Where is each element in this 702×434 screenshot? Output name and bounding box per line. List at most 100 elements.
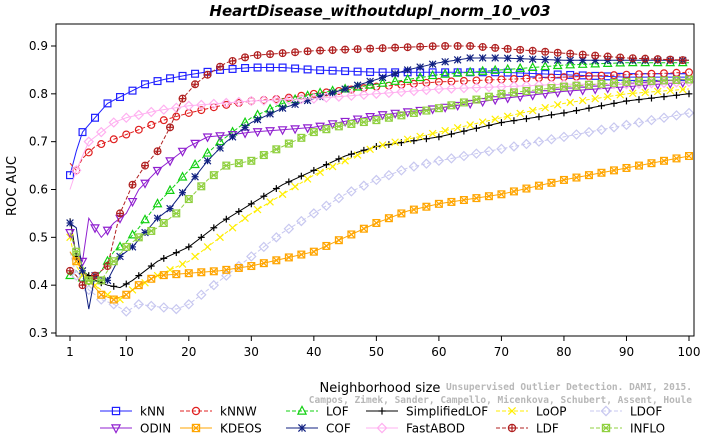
series-point-ldf (653, 55, 662, 64)
series-point-inflo (484, 92, 493, 101)
x-tick-label: 100 (678, 345, 701, 359)
series-point-knn (65, 171, 74, 180)
series-point-kdeos (422, 202, 431, 211)
series-point-ldof (346, 186, 357, 197)
series-point-knnw (159, 116, 168, 125)
series-point-inflo (322, 125, 331, 134)
series-point-loop (191, 252, 199, 261)
series-point-knn (516, 69, 525, 78)
series-point-simplifiedlof (410, 137, 418, 145)
legend-label: LDOF (630, 405, 662, 419)
series-point-odin (440, 103, 451, 113)
series-point-cof (353, 81, 362, 90)
series-point-simplifiedlof (523, 115, 530, 123)
series-point-kdeos (222, 265, 231, 274)
legend: kNN kNNW LOF SimplifiedLOF LoOP LDOF ODIN KDEOS… (100, 405, 665, 434)
series-point-odin (402, 108, 413, 118)
series-point-inflo (222, 161, 231, 170)
series-point-kdeos (322, 241, 331, 250)
series-line-ldf (69, 45, 690, 286)
series-point-lof (465, 66, 476, 76)
series-point-cof (391, 69, 399, 78)
series-point-fastabod (383, 87, 395, 99)
series-point-kdeos (509, 187, 518, 196)
series-point-inflo (309, 128, 318, 137)
series-point-kdeos (359, 224, 368, 233)
series-point-fastabod (321, 92, 332, 103)
series-point-lof (502, 63, 513, 73)
series-point-simplifiedlof (222, 215, 230, 223)
series-point-lof (152, 198, 163, 208)
series-point-fastabod (546, 79, 557, 90)
series-point-loop (466, 121, 474, 129)
series-point-fastabod (133, 109, 145, 121)
series-point-knn (153, 77, 162, 86)
series-point-cof (403, 66, 412, 74)
x-tick-label: 30 (244, 345, 259, 359)
series-point-knn (316, 66, 325, 75)
series-point-simplifiedlof (548, 111, 555, 119)
series-point-inflo (84, 276, 93, 285)
series-point-ldf (603, 52, 612, 61)
series-point-odin (602, 84, 613, 94)
legend-marker (110, 424, 122, 434)
series-point-simplifiedlof (285, 178, 293, 186)
series-point-ldf (541, 47, 550, 56)
series-point-simplifiedlof (473, 124, 480, 132)
y-tick-label: 0.7 (29, 135, 48, 149)
series-point-cof (328, 89, 337, 97)
series-point-simplifiedlof (435, 133, 443, 141)
series-point-ldf (366, 44, 375, 53)
series-point-kdeos (209, 267, 218, 276)
series-point-ldof (221, 270, 232, 281)
series-point-inflo (509, 88, 518, 97)
series-point-kdeos (184, 269, 193, 278)
series-point-inflo (234, 159, 243, 168)
series-point-knn (353, 67, 362, 76)
series-point-kdeos (522, 184, 531, 193)
series-point-ldf (303, 47, 312, 56)
legend-label: kNN (140, 405, 165, 419)
series-point-kdeos (384, 214, 393, 223)
series-point-knnw (609, 71, 618, 80)
series-point-loop (353, 151, 362, 159)
series-point-kdeos (272, 256, 281, 265)
series-point-kdeos (109, 295, 118, 304)
series-point-simplifiedlof (648, 94, 655, 102)
x-tick-label: 1 (66, 345, 74, 359)
series-point-fastabod (146, 106, 157, 118)
series-point-odin (452, 101, 463, 111)
series-point-lof (552, 59, 563, 70)
series-point-knn (128, 86, 137, 95)
series-point-ldof (496, 143, 507, 155)
series-point-fastabod (71, 165, 82, 176)
series-point-simplifiedlof (110, 282, 118, 290)
series-point-cof (241, 123, 249, 132)
series-point-cof (491, 54, 499, 62)
series-point-loop (441, 126, 449, 135)
series-point-odin (190, 139, 200, 149)
legend-item-fastabod: FastABOD (366, 422, 465, 434)
series-point-odin (177, 147, 188, 157)
series-point-ldof (546, 134, 557, 145)
series-point-fastabod (421, 84, 432, 96)
series-point-inflo (434, 104, 443, 113)
series-point-odin (290, 125, 300, 135)
series-point-inflo (647, 76, 656, 85)
series-ldof (69, 107, 695, 317)
series-point-knn (366, 68, 375, 77)
series-inflo (69, 75, 693, 285)
series-point-odin (590, 85, 601, 95)
series-point-kdeos (472, 194, 481, 203)
series-point-simplifiedlof (422, 135, 430, 143)
series-point-kdeos (234, 263, 243, 272)
series-point-lof (202, 147, 213, 157)
series-point-ldf (578, 50, 587, 59)
legend-label: ODIN (140, 422, 171, 434)
series-point-cof (291, 100, 299, 109)
x-tick-label: 20 (181, 345, 196, 359)
series-point-loop (666, 86, 675, 95)
series-point-fastabod (496, 81, 507, 92)
series-point-ldof (396, 165, 407, 176)
series-point-inflo (547, 84, 556, 93)
